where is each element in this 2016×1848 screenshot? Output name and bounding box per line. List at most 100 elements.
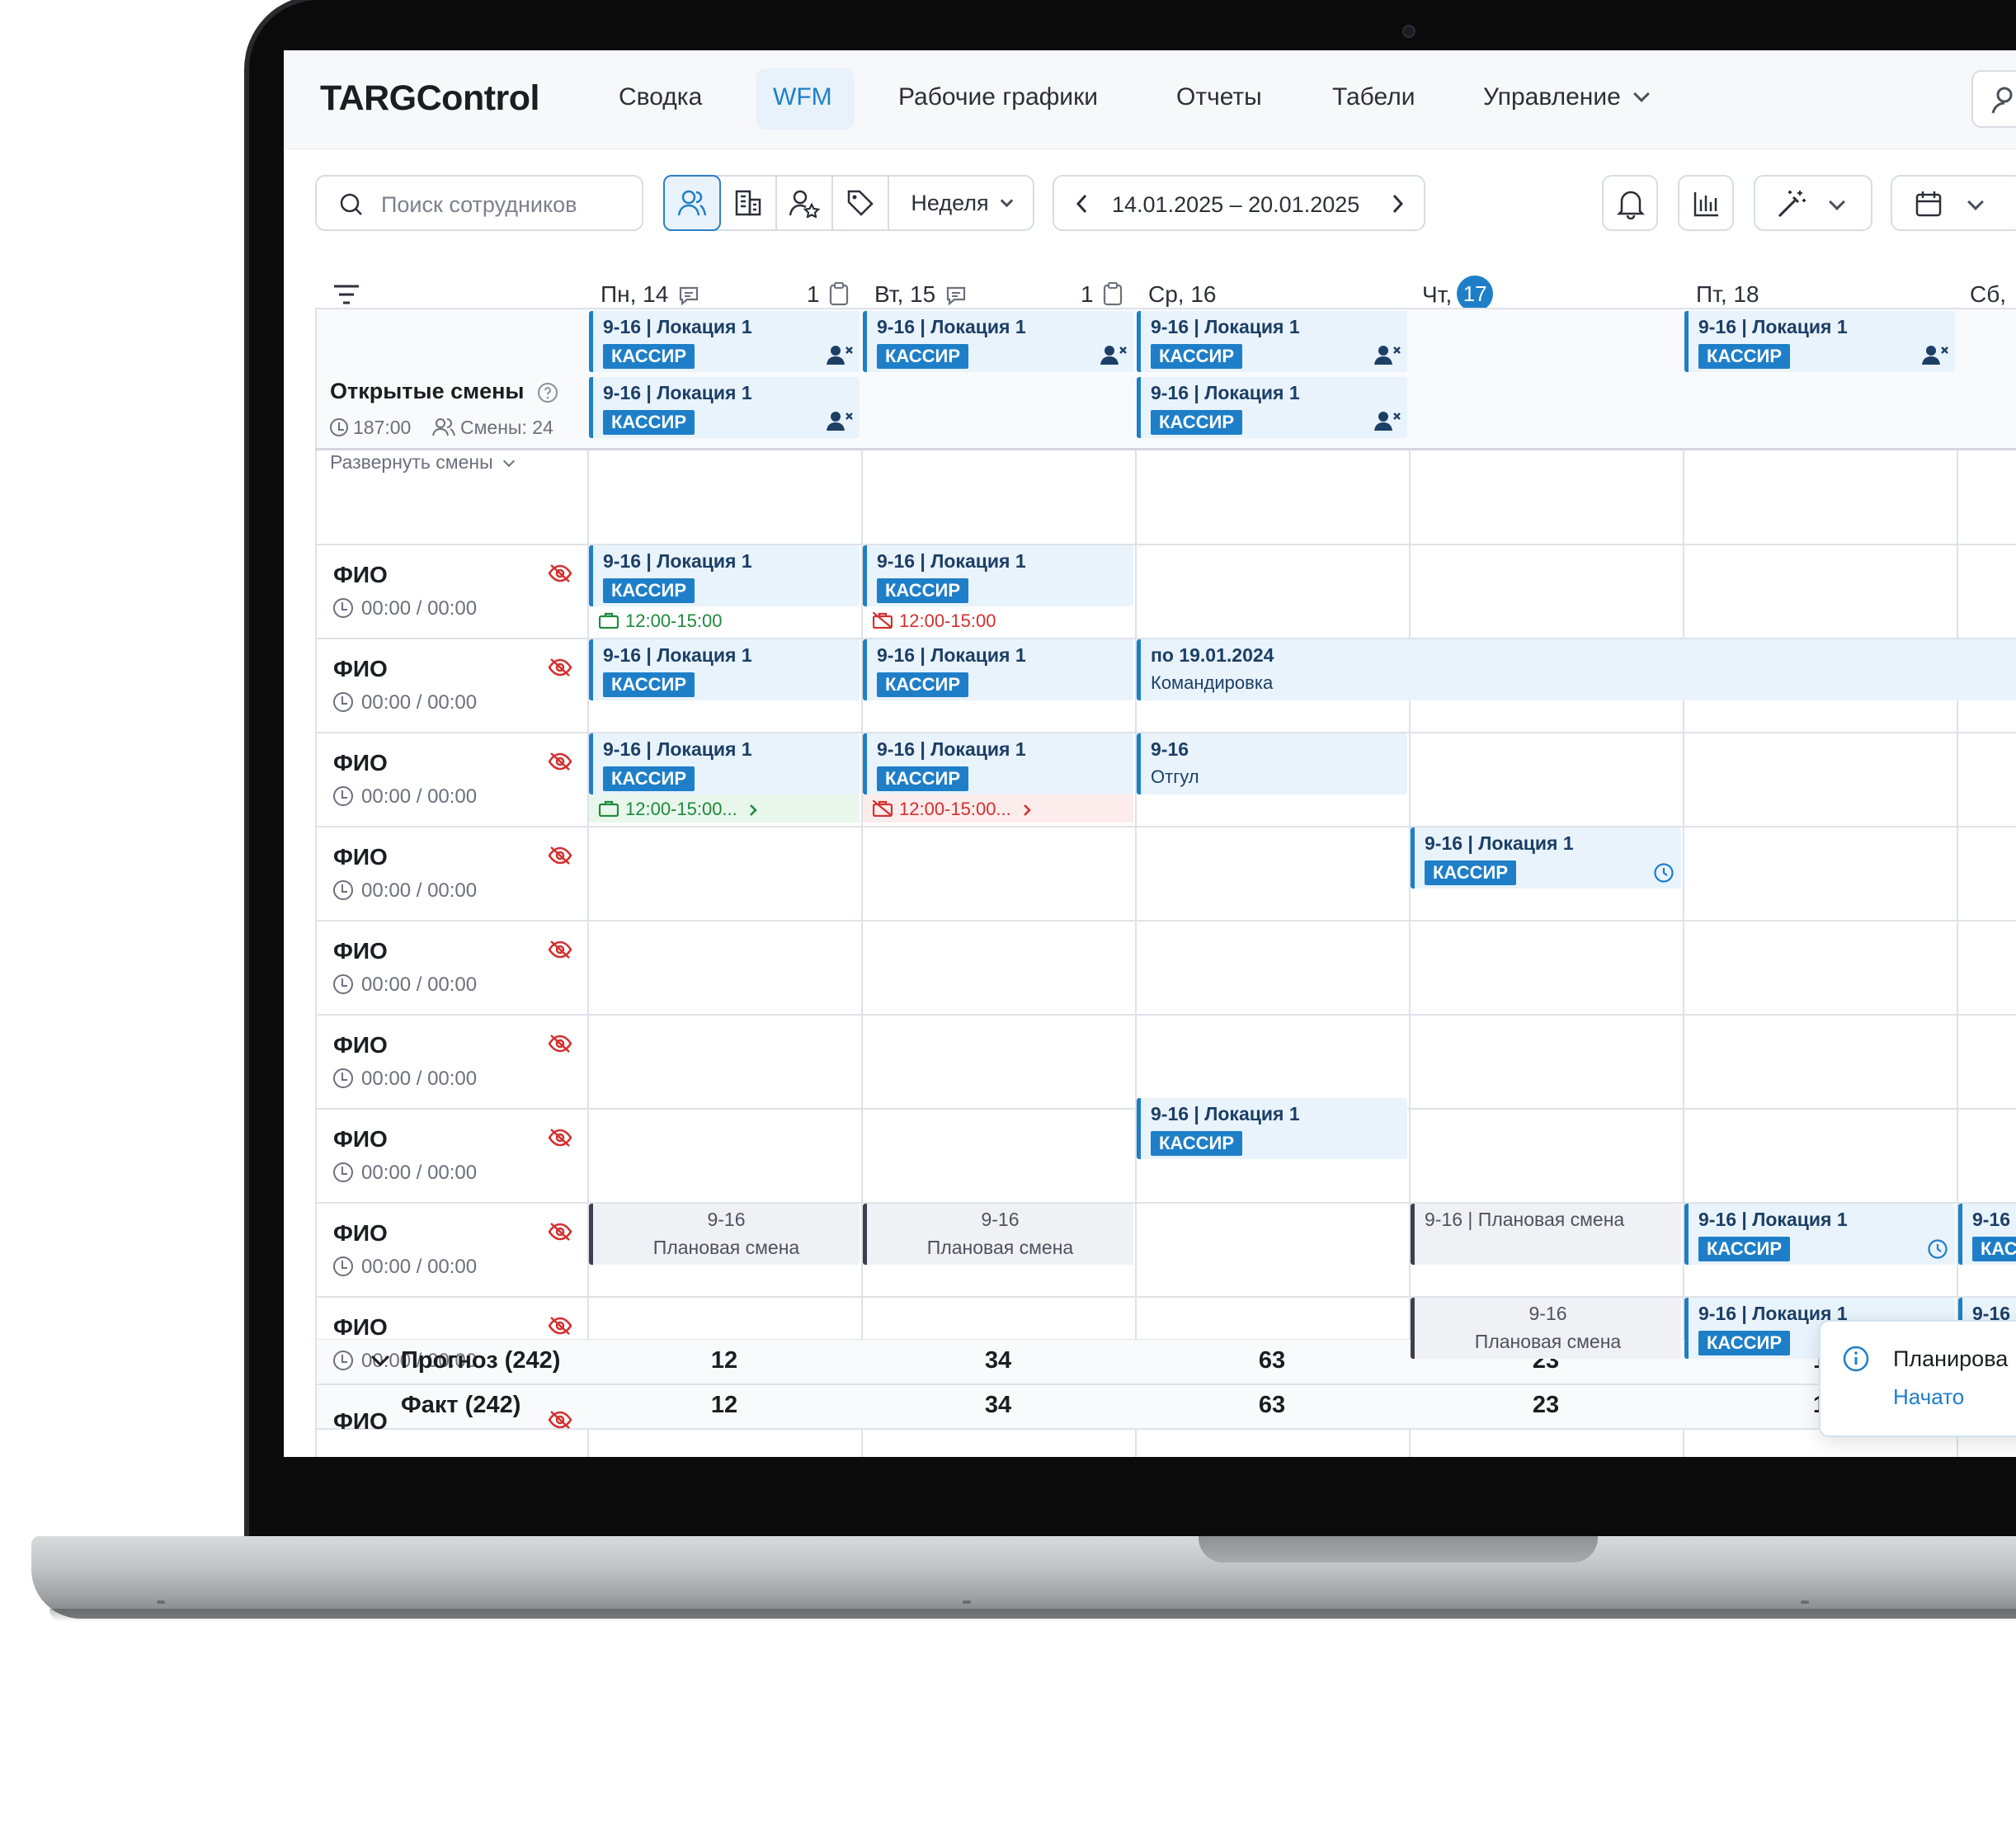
row-divider — [315, 1384, 2016, 1385]
role-badge: КАССИР — [877, 578, 969, 603]
employee-name[interactable]: ФИО — [333, 750, 388, 776]
bar-chart-icon — [1693, 192, 1718, 217]
person-remove-icon[interactable] — [827, 344, 855, 365]
employee-hours: 00:00 / 00:00 — [361, 879, 478, 902]
date-range-text[interactable]: 14.01.2025 – 20.01.2025 — [1112, 192, 1360, 217]
shift-card[interactable]: 9-16 | Локация 1 КАССИР — [589, 311, 860, 372]
shift-card[interactable]: 9-16 | Локация 1 КАССИР — [863, 545, 1133, 606]
person-remove-icon[interactable] — [1374, 410, 1402, 431]
shift-title: 9-16 | Локация 1 — [603, 644, 752, 666]
nav-item-timesheets[interactable]: Табели — [1332, 83, 1415, 111]
nav-item-management[interactable]: Управление — [1483, 83, 1650, 111]
shift-card[interactable]: 9-16 | Локация 1 КАССИР — [1684, 1204, 1955, 1265]
eye-off-icon[interactable] — [548, 1410, 572, 1430]
filter-icon[interactable] — [332, 282, 361, 307]
role-badge: КАССИР — [603, 410, 695, 435]
eye-off-icon[interactable] — [548, 658, 572, 677]
day-off-card[interactable]: 9-16 Отгул — [1137, 733, 1407, 794]
employee-name[interactable]: ФИО — [333, 562, 388, 587]
shift-card[interactable]: 9-16 | Локация 1 КАССИР — [589, 545, 860, 606]
chevron-left-icon[interactable] — [1074, 192, 1090, 215]
employee-name[interactable]: ФИО — [333, 1032, 388, 1058]
shift-card[interactable]: 9-16 | Локация 1 КАССИР — [863, 733, 1133, 794]
eye-off-icon[interactable] — [548, 1222, 572, 1242]
shift-card[interactable]: 9-16 | Локация 1 КАССИР — [1137, 1098, 1407, 1159]
chevron-right-icon[interactable] — [1389, 192, 1406, 215]
shift-card[interactable]: 9-16 | Локация 1 КАССИР — [1958, 1204, 2016, 1265]
help-icon[interactable] — [537, 382, 558, 403]
shift-card[interactable]: 9-16 | Локация 1 КАССИР — [1684, 311, 1955, 372]
eye-off-icon[interactable] — [548, 1128, 572, 1148]
planned-shift-card[interactable]: 9-16 | Плановая смена — [1411, 1204, 1681, 1265]
shift-card[interactable]: 9-16 | Локация 1 КАССИР — [1137, 377, 1407, 438]
eye-off-icon[interactable] — [548, 1316, 572, 1336]
person-remove-icon[interactable] — [827, 410, 855, 431]
shift-card[interactable]: 9-16 | Локация 1 КАССИР — [589, 639, 860, 700]
person-remove-icon[interactable] — [1374, 344, 1402, 365]
eye-off-icon[interactable] — [548, 940, 572, 959]
shift-card[interactable]: 9-16 | Локация 1 КАССИР — [589, 733, 860, 794]
clipboard-icon[interactable] — [828, 281, 850, 306]
day-off-label: Отгул — [1151, 766, 1199, 787]
planned-shift-card[interactable]: 9-16 Плановая смена — [1411, 1298, 1681, 1359]
row-divider — [315, 448, 2016, 450]
chevron-down-icon[interactable] — [370, 1353, 391, 1370]
app-logo[interactable]: TARGControl — [320, 78, 539, 118]
planned-shift-time: 9-16 — [981, 1209, 1020, 1230]
calendar-button[interactable] — [1891, 175, 2016, 231]
notifications-button[interactable] — [1602, 175, 1658, 231]
day-header-sat[interactable]: Сб, — [1970, 281, 2007, 307]
person-remove-icon[interactable] — [1100, 344, 1128, 365]
day-header-mon[interactable]: Пн, 14 — [601, 281, 699, 308]
person-remove-icon[interactable] — [1922, 344, 1950, 365]
shift-card[interactable]: 9-16 | Локация 1 КАССИР — [863, 639, 1133, 700]
nav-item-wfm[interactable]: WFM — [773, 83, 832, 111]
shift-card[interactable]: 9-16 | Локация 1 КАССИР — [863, 311, 1133, 372]
view-by-locations-button[interactable] — [721, 177, 777, 229]
nav-item-work-schedules[interactable]: Рабочие графики — [898, 83, 1098, 111]
shift-card[interactable]: 9-16 | Локация 1 КАССИР — [1411, 827, 1681, 889]
nav-item-reports[interactable]: Отчеты — [1176, 83, 1262, 111]
planned-shift-card[interactable]: 9-16 Плановая смена — [863, 1204, 1133, 1265]
clipboard-icon[interactable] — [1102, 281, 1123, 306]
planned-shift-card[interactable]: 9-16 Плановая смена — [589, 1204, 860, 1265]
planning-toast[interactable]: Планирова Начато — [1819, 1320, 2016, 1437]
briefcase-icon — [599, 800, 619, 817]
business-trip-card[interactable]: по 19.01.2024 Командировка — [1137, 639, 2016, 700]
day-label: Вт, 15 — [874, 281, 936, 307]
shift-card[interactable]: 9-16 | Локация 1 КАССИР — [1137, 311, 1407, 372]
break-row[interactable]: 12:00-15:00... — [863, 794, 1133, 823]
statistics-button[interactable] — [1678, 175, 1734, 231]
auto-planning-button[interactable] — [1754, 175, 1872, 231]
break-row[interactable]: 12:00-15:00 — [589, 606, 860, 634]
role-badge: КАССИР — [1425, 860, 1517, 885]
nav-item-summary[interactable]: Сводка — [619, 83, 703, 111]
break-row[interactable]: 12:00-15:00 — [863, 606, 1133, 634]
view-by-positions-button[interactable] — [777, 177, 833, 229]
view-by-employees-button[interactable] — [663, 175, 721, 231]
period-select[interactable]: Неделя — [889, 177, 1033, 229]
employee-name[interactable]: ФИО — [333, 1408, 388, 1434]
eye-off-icon[interactable] — [548, 752, 572, 771]
eye-off-icon[interactable] — [548, 1034, 572, 1054]
day-header-thu[interactable]: Чт, 17 — [1422, 276, 1494, 314]
day-header-fri[interactable]: Пт, 18 — [1696, 281, 1759, 307]
day-header-tue[interactable]: Вт, 15 — [874, 281, 967, 308]
employee-name[interactable]: ФИО — [333, 1220, 388, 1246]
view-by-tags-button[interactable] — [833, 177, 889, 229]
employee-name[interactable]: ФИО — [333, 656, 388, 681]
grid-column-divider — [587, 308, 589, 1457]
employee-name[interactable]: ФИО — [333, 844, 388, 870]
employee-search-input[interactable]: Поиск сотрудников — [315, 175, 643, 231]
eye-off-icon[interactable] — [548, 563, 572, 583]
employee-name[interactable]: ФИО — [333, 938, 388, 964]
employee-name[interactable]: ФИО — [333, 1126, 388, 1152]
user-location-button[interactable] — [1971, 70, 2016, 128]
break-row[interactable]: 12:00-15:00... — [589, 794, 860, 823]
shift-card[interactable]: 9-16 | Локация 1 КАССИР — [589, 377, 860, 438]
eye-off-icon[interactable] — [548, 846, 572, 865]
shift-title: 9-16 | Локация 1 — [1972, 1209, 2016, 1230]
employee-name[interactable]: ФИО — [333, 1314, 388, 1340]
day-header-wed[interactable]: Ср, 16 — [1148, 281, 1217, 307]
expand-shifts-button[interactable]: Развернуть смены — [330, 451, 515, 474]
